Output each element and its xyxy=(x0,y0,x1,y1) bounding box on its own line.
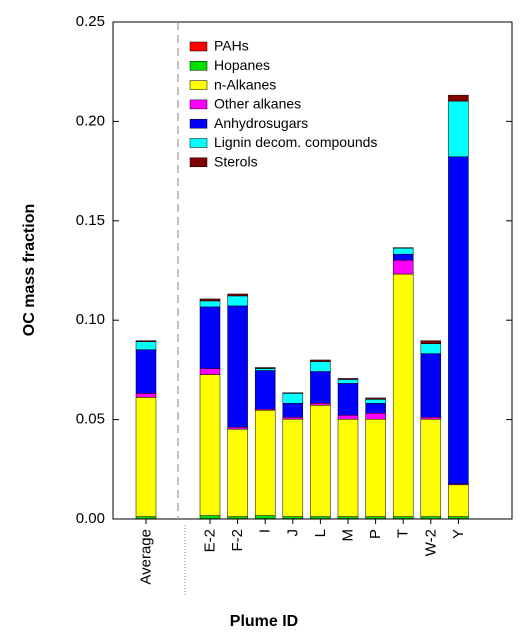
bar-segment xyxy=(392,516,414,519)
y-tick-label: 0.20 xyxy=(76,112,105,129)
bar-segment xyxy=(448,156,469,485)
y-tick-label: 0.15 xyxy=(76,212,105,229)
bar-segment xyxy=(135,397,157,517)
bar-segment xyxy=(310,516,331,519)
bar-segment xyxy=(337,378,359,380)
bar-segment xyxy=(282,416,304,420)
y-tick-label: 0.25 xyxy=(76,13,105,30)
bar-segment xyxy=(227,428,248,517)
bar-segment xyxy=(365,412,386,420)
x-tick-label: F-2 xyxy=(229,529,246,552)
legend-swatch xyxy=(189,118,208,129)
bar-segment xyxy=(254,370,276,410)
legend-swatch xyxy=(189,99,208,110)
x-tick-label: P xyxy=(367,529,384,539)
x-tick-label: L xyxy=(312,529,329,537)
legend-label: Sterols xyxy=(214,154,258,170)
y-tick-label: 0.00 xyxy=(76,510,105,527)
bar-segment xyxy=(448,484,469,517)
legend-swatch xyxy=(189,157,208,168)
bar-segment xyxy=(310,361,331,372)
legend-label: Lignin decom. compounds xyxy=(214,134,377,150)
bar-segment xyxy=(199,368,221,375)
x-tick-label: W-2 xyxy=(422,529,439,556)
bar-segment xyxy=(392,259,414,275)
legend-label: Other alkanes xyxy=(214,96,301,112)
bar-segment xyxy=(392,247,414,255)
y-axis-title: OC mass fraction xyxy=(21,204,38,336)
x-axis-title: Plume ID xyxy=(230,613,298,630)
bar-segment xyxy=(392,247,414,249)
legend-label: Hopanes xyxy=(214,57,270,73)
x-tick-label: Average xyxy=(138,529,155,585)
x-tick-label: I xyxy=(257,529,274,533)
legend-label: PAHs xyxy=(214,38,249,54)
bar-segment xyxy=(365,397,386,400)
bar-segment xyxy=(227,295,248,307)
bar-segment xyxy=(199,300,221,308)
bar-segment xyxy=(254,410,276,516)
legend-swatch xyxy=(189,41,208,52)
legend-swatch xyxy=(189,138,208,148)
bar-segment xyxy=(337,414,359,420)
bar-segment xyxy=(227,516,248,519)
bar-segment xyxy=(199,374,221,516)
bar-segment xyxy=(254,367,276,369)
bar-segment xyxy=(420,418,442,517)
bar-segment xyxy=(337,383,359,416)
bar-segment xyxy=(282,516,304,519)
bar-segment xyxy=(199,306,221,369)
bar-segment xyxy=(282,418,304,517)
bar-segment xyxy=(420,343,442,354)
bar-segment xyxy=(337,516,359,519)
bar-segment xyxy=(254,515,276,519)
x-tick-label: J xyxy=(284,529,301,537)
x-tick-label: T xyxy=(395,529,412,538)
bar-segment xyxy=(337,418,359,517)
bar-segment xyxy=(199,515,221,519)
bar-segment xyxy=(365,399,386,404)
bar-segment xyxy=(227,305,248,428)
bar-segment xyxy=(135,349,157,394)
legend-swatch xyxy=(189,61,208,71)
bar-segment xyxy=(392,253,414,261)
bar-segment xyxy=(227,293,248,297)
bar-segment xyxy=(448,94,469,102)
bar-segment xyxy=(448,100,469,158)
bar-segment xyxy=(282,403,304,418)
bar-segment xyxy=(310,371,331,404)
x-tick-label: E-2 xyxy=(202,529,219,552)
bar-segment xyxy=(392,273,414,517)
bar-segment xyxy=(135,341,157,350)
legend-swatch xyxy=(189,80,208,90)
bar-segment xyxy=(337,379,359,384)
legend-label: n-Alkanes xyxy=(214,76,276,92)
bar-segment xyxy=(365,418,386,517)
bar-segment xyxy=(365,403,386,414)
bar-segment xyxy=(282,393,304,404)
bar-segment xyxy=(420,340,442,344)
bar-segment xyxy=(135,516,157,519)
bar-segment xyxy=(420,416,442,420)
bar-segment xyxy=(420,353,442,418)
y-tick-label: 0.05 xyxy=(76,411,105,428)
bar-segment xyxy=(310,405,331,517)
bar-segment xyxy=(448,516,469,519)
bar-segment xyxy=(227,426,248,430)
bar-segment xyxy=(310,403,331,406)
x-tick-label: M xyxy=(340,529,357,542)
bar-segment xyxy=(199,298,221,302)
bar-segment xyxy=(254,368,276,371)
x-tick-label: Y xyxy=(450,529,467,539)
bar-segment xyxy=(365,516,386,519)
bar-segment xyxy=(135,340,157,342)
bar-segment xyxy=(282,392,304,394)
y-tick-label: 0.10 xyxy=(76,311,105,328)
bar-segment xyxy=(420,516,442,519)
bar-segment xyxy=(135,393,157,398)
bar-segment xyxy=(310,359,331,362)
legend-label: Anhydrosugars xyxy=(214,115,308,131)
